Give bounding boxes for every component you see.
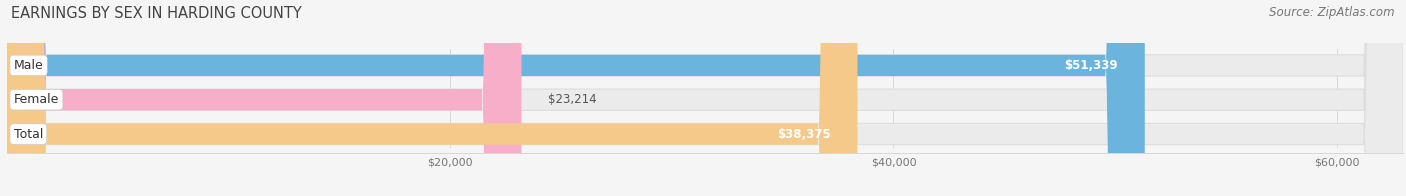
FancyBboxPatch shape — [7, 0, 522, 196]
FancyBboxPatch shape — [7, 0, 1403, 196]
Text: Female: Female — [14, 93, 59, 106]
FancyBboxPatch shape — [7, 0, 1144, 196]
Text: $23,214: $23,214 — [548, 93, 596, 106]
Text: $38,375: $38,375 — [778, 128, 831, 141]
Text: $51,339: $51,339 — [1064, 59, 1118, 72]
FancyBboxPatch shape — [7, 0, 1403, 196]
Text: EARNINGS BY SEX IN HARDING COUNTY: EARNINGS BY SEX IN HARDING COUNTY — [11, 6, 302, 21]
Text: Source: ZipAtlas.com: Source: ZipAtlas.com — [1270, 6, 1395, 19]
FancyBboxPatch shape — [7, 0, 858, 196]
Text: Male: Male — [14, 59, 44, 72]
FancyBboxPatch shape — [7, 0, 1403, 196]
Text: Total: Total — [14, 128, 44, 141]
